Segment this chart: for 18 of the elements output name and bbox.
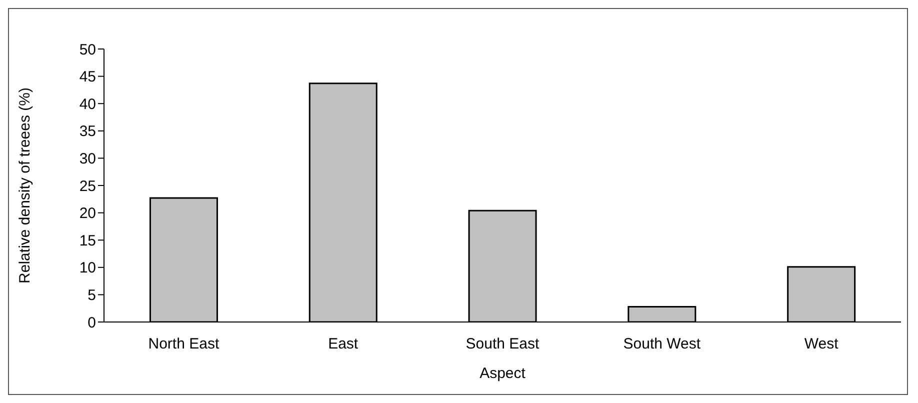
y-tick-label: 40 bbox=[79, 96, 96, 113]
x-axis-title: Aspect bbox=[480, 365, 526, 382]
y-tick-label: 50 bbox=[79, 41, 96, 58]
y-tick-label: 25 bbox=[79, 178, 96, 195]
y-tick-label: 0 bbox=[88, 314, 96, 332]
x-tick-label: North East bbox=[148, 336, 220, 353]
y-axis-title: Relative density of treees (%) bbox=[16, 88, 34, 284]
y-tick-label: 10 bbox=[79, 260, 96, 277]
y-tick-label: 30 bbox=[79, 150, 96, 168]
y-tick-label: 35 bbox=[79, 123, 96, 140]
y-tick-label: 5 bbox=[88, 287, 96, 304]
x-tick-label: South East bbox=[466, 336, 540, 353]
x-tick-label: East bbox=[328, 336, 359, 353]
y-tick-label: 20 bbox=[79, 205, 96, 222]
x-tick-label: West bbox=[804, 336, 840, 353]
y-tick-label: 45 bbox=[79, 68, 96, 86]
x-tick-label: South West bbox=[623, 336, 702, 353]
y-tick-label: 15 bbox=[79, 232, 96, 250]
